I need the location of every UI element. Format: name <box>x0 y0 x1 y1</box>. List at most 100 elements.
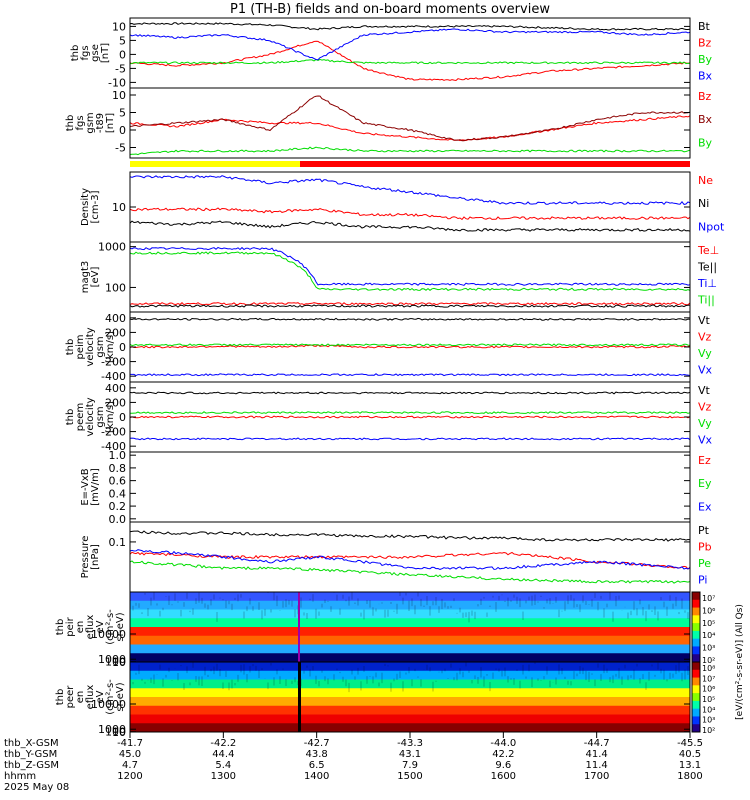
y-tick-label: 0.2 <box>109 500 127 513</box>
spectrogram-band <box>130 670 690 680</box>
y-tick-label: 1.0 <box>109 449 127 462</box>
x-row-value: 7.9 <box>402 760 418 771</box>
y-tick-label: 200 <box>105 396 126 409</box>
y-tick-label: 100 <box>105 726 126 739</box>
series-line-by <box>129 146 691 156</box>
colorbar-segment <box>692 638 700 647</box>
y-tick-label: 0.4 <box>109 487 127 500</box>
legend-vx: Vx <box>698 364 713 377</box>
panel-efield: 1.00.80.60.40.20.0 E=-VxB [mV/m] Ez Ey Ex <box>80 449 712 526</box>
y-tick-label: 400 <box>105 382 126 395</box>
y-tick-label: -5 <box>115 62 126 75</box>
spectrogram-band <box>130 714 690 724</box>
x-row-value: 13.1 <box>679 760 701 771</box>
y-tick-label: -10 <box>108 76 126 89</box>
colorbar-segment <box>692 662 700 671</box>
y-axis-label: thb peir en eflux eV (cm²-s-sr-eV) <box>55 609 126 645</box>
spectrogram-band <box>130 653 690 663</box>
legend-ex: Ex <box>698 500 712 513</box>
y-label-line: eV <box>95 620 106 633</box>
y-tick-label: 1000 <box>98 653 126 666</box>
x-row-value: 1400 <box>304 771 329 782</box>
y-label-line: [eV] <box>90 267 101 288</box>
y-label-line: fgs <box>75 115 86 130</box>
y-label-line: thb <box>65 409 76 426</box>
x-row-value: 45.0 <box>119 749 141 760</box>
x-row-value: 1800 <box>677 771 702 782</box>
y-label-line: [mV/m] <box>90 468 101 506</box>
series-line-vy <box>129 411 691 415</box>
legend-ne: Ne <box>698 174 713 187</box>
y-label-line: (cm²-s- <box>105 609 116 645</box>
y-axis-label: thb fgs gse [nT] <box>70 43 111 63</box>
y-axis-label: thb peem velocity gsm [km/s] <box>65 397 116 436</box>
spectrogram-band <box>130 600 690 610</box>
series-line-bz <box>129 40 691 82</box>
series-line-pe <box>129 560 691 584</box>
y-label-line: gse <box>90 44 101 62</box>
series-line-ti|| <box>129 251 691 291</box>
y-label-line: thb <box>65 339 76 356</box>
colorbar-segment <box>692 724 700 733</box>
y-tick-label: 400 <box>105 312 126 325</box>
y-label-line: eflux <box>85 615 96 640</box>
legend-bx: Bx <box>698 113 713 126</box>
colorbar-tick: 10⁶ <box>702 606 715 615</box>
y-label-line: velocity <box>85 327 96 366</box>
data-gap <box>298 662 301 732</box>
data-gap <box>298 592 300 662</box>
y-label-line: en <box>75 621 86 634</box>
x-row-value: 4.7 <box>122 760 138 771</box>
x-row-value: 44.4 <box>212 749 234 760</box>
y-tick-label: 5 <box>119 34 126 47</box>
panel-frame <box>129 451 691 523</box>
y-label-line: sr-eV) <box>115 612 126 641</box>
legend-ey: Ey <box>698 477 712 490</box>
colorbar-tick: 10⁷ <box>702 674 715 683</box>
legend-te||: Te|| <box>697 261 717 274</box>
y-label-line: [nT] <box>105 113 116 133</box>
colorbar-segment <box>692 685 700 694</box>
y-tick-label: 1000 <box>98 241 126 254</box>
plot-title: P1 (TH-B) fields and on-board moments ov… <box>230 2 550 17</box>
colorbar-segment <box>692 599 700 609</box>
y-tick-label: 10 <box>112 726 126 739</box>
y-label-line: eV <box>95 690 106 703</box>
legend-by: By <box>698 53 713 66</box>
series-line-vx <box>130 373 691 377</box>
legend-npot: Npot <box>698 220 725 233</box>
spectrogram-band <box>130 723 690 733</box>
series-line-by <box>129 58 691 65</box>
y-tick-label: 10 <box>112 656 126 669</box>
colorbar-segment <box>692 646 700 655</box>
legend-vy: Vy <box>698 417 712 430</box>
legend-vt: Vt <box>698 314 711 327</box>
spectrogram-band <box>130 705 690 715</box>
y-axis-label: thb peer en eflux eV (cm²-s-sr-eV) <box>55 679 126 715</box>
y-label-line: thb <box>55 619 66 636</box>
x-row-value: 42.2 <box>492 749 514 760</box>
colorbar-segment <box>692 607 700 616</box>
y-label-line: en <box>75 691 86 704</box>
y-tick-label: 0.1 <box>109 536 127 549</box>
x-row-value: 1500 <box>397 771 422 782</box>
spectrogram-band <box>130 697 690 707</box>
colorbar-tick: 10⁵ <box>702 619 715 628</box>
y-tick-label: 10 <box>112 201 126 214</box>
y-label-line: E=-VxB <box>80 468 91 505</box>
y-tick-label: 0 <box>119 48 126 61</box>
x-row-value: -45.5 <box>677 738 703 749</box>
series-line-bx <box>129 95 691 142</box>
series-line-te|| <box>129 304 691 308</box>
x-row-label: hhmm <box>4 771 36 782</box>
series-line-vy <box>129 343 691 347</box>
y-label-line: peer <box>65 685 76 709</box>
y-axis-label: thb peim velocity gsm [km/s] <box>65 327 116 366</box>
y-label-line: velocity <box>85 397 96 436</box>
y-tick-label: 1000 <box>98 723 126 736</box>
series-line-npot <box>129 175 691 206</box>
y-label-line: [cm-3] <box>90 190 101 223</box>
